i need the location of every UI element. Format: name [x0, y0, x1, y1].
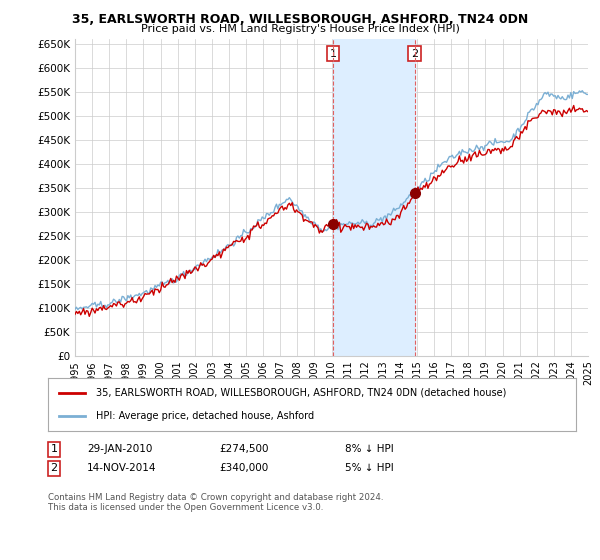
Text: 1: 1 — [329, 49, 337, 59]
Text: 8% ↓ HPI: 8% ↓ HPI — [345, 444, 394, 454]
Text: 29-JAN-2010: 29-JAN-2010 — [87, 444, 152, 454]
Text: £340,000: £340,000 — [219, 463, 268, 473]
Text: Price paid vs. HM Land Registry's House Price Index (HPI): Price paid vs. HM Land Registry's House … — [140, 24, 460, 34]
Text: 35, EARLSWORTH ROAD, WILLESBOROUGH, ASHFORD, TN24 0DN (detached house): 35, EARLSWORTH ROAD, WILLESBOROUGH, ASHF… — [95, 388, 506, 398]
Text: 1: 1 — [50, 444, 58, 454]
Text: HPI: Average price, detached house, Ashford: HPI: Average price, detached house, Ashf… — [95, 411, 314, 421]
Text: £274,500: £274,500 — [219, 444, 269, 454]
Text: 35, EARLSWORTH ROAD, WILLESBOROUGH, ASHFORD, TN24 0DN: 35, EARLSWORTH ROAD, WILLESBOROUGH, ASHF… — [72, 13, 528, 26]
Text: Contains HM Land Registry data © Crown copyright and database right 2024.
This d: Contains HM Land Registry data © Crown c… — [48, 493, 383, 512]
Text: 2: 2 — [411, 49, 418, 59]
Text: 2: 2 — [50, 463, 58, 473]
Bar — [333, 39, 415, 356]
Text: 5% ↓ HPI: 5% ↓ HPI — [345, 463, 394, 473]
Text: 14-NOV-2014: 14-NOV-2014 — [87, 463, 157, 473]
